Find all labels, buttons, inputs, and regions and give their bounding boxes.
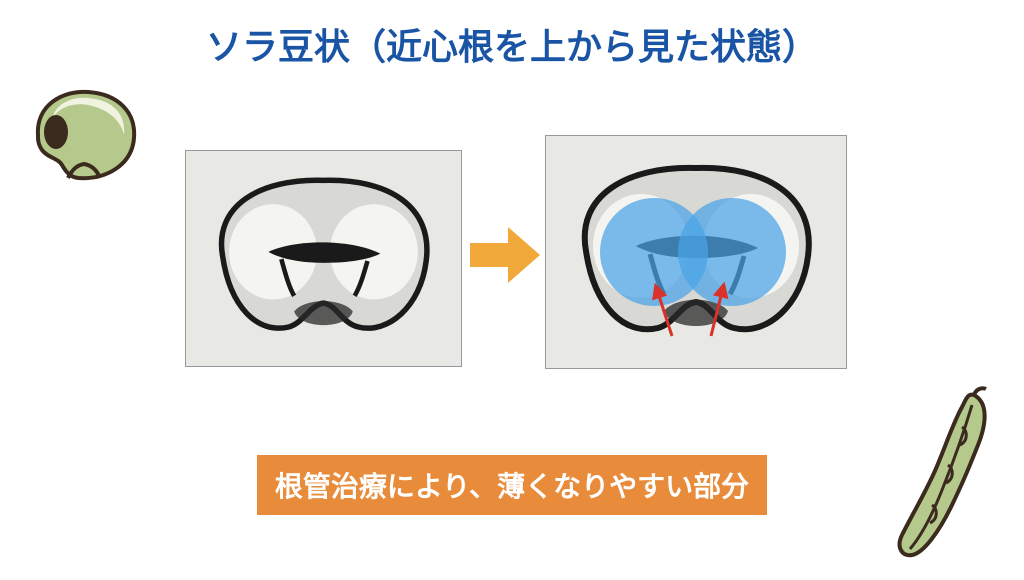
pod-body — [900, 395, 985, 556]
caption-text: 根管治療により、薄くなりやすい部分 — [257, 455, 767, 515]
title-text: ソラ豆状（近心根を上から見た状態） — [206, 26, 818, 67]
caption-box: 根管治療により、薄くなりやすい部分 — [0, 455, 1024, 515]
cross-section-panel-right — [545, 135, 847, 369]
bean-seed — [44, 115, 68, 149]
page-title: ソラ豆状（近心根を上から見た状態） — [0, 18, 1024, 70]
arrow-shape — [470, 227, 540, 283]
cross-section-panel-left — [185, 150, 462, 367]
bean-pod-icon — [894, 385, 1004, 570]
arrow-right-icon — [470, 225, 540, 290]
pod-stem — [974, 388, 986, 395]
cross-section-left — [186, 151, 461, 364]
broad-bean-icon — [18, 80, 148, 195]
